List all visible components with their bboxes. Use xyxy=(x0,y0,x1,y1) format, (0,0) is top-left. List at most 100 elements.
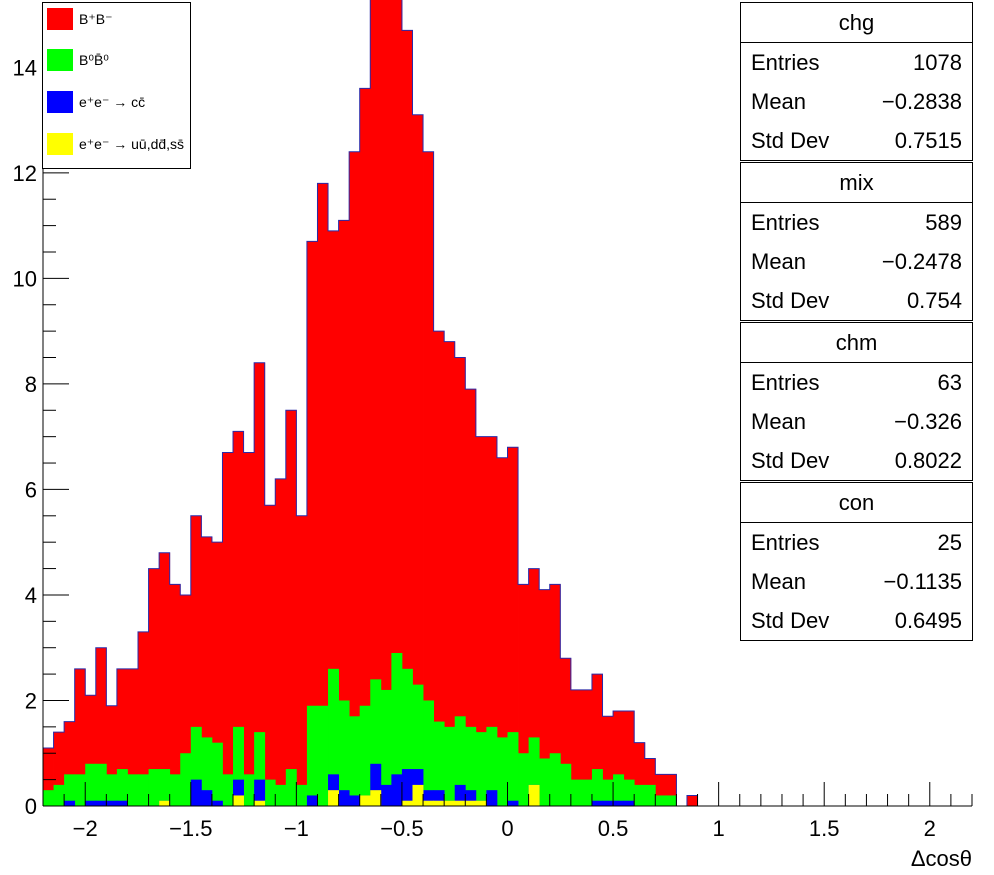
legend-swatch-blue xyxy=(47,91,73,113)
histogram-bar-chg xyxy=(475,436,487,806)
histogram-bar-mix xyxy=(148,769,160,806)
stats-label: Std Dev xyxy=(751,127,830,153)
histogram-bar-mix xyxy=(549,753,561,806)
histogram-bar-chg xyxy=(201,536,213,806)
x-tick-label: 1 xyxy=(713,816,725,841)
histogram-bar-chg xyxy=(275,478,287,806)
histogram-bar-chg xyxy=(106,705,118,806)
y-tick-label: 12 xyxy=(13,161,37,186)
histogram-bar-chg xyxy=(591,674,603,806)
histogram-bar-chg xyxy=(465,389,477,806)
histogram-bar-mix xyxy=(623,779,635,806)
histogram-bar-chm xyxy=(623,800,635,806)
histogram-bar-chg xyxy=(623,711,635,806)
histogram-bar-con xyxy=(233,795,244,806)
histogram-bar-chg xyxy=(602,716,614,806)
stats-entries-row: Entries 25 xyxy=(741,523,972,562)
histogram-bar-mix xyxy=(116,769,128,806)
histogram-bar-chg xyxy=(528,568,540,806)
stats-value: −0.1135 xyxy=(883,568,962,594)
histogram-bar-mix xyxy=(613,774,625,806)
histogram-bar-con xyxy=(254,800,266,806)
stats-value: −0.2838 xyxy=(881,88,962,114)
histogram-bar-chg xyxy=(518,584,530,806)
x-tick-label: 0.5 xyxy=(598,816,629,841)
legend-entry-bplus-bminus: B⁺B⁻ xyxy=(47,6,112,32)
histogram-bar-mix xyxy=(180,753,192,806)
legend: B⁺B⁻ B⁰B̄⁰ e⁺e⁻ → cc̄ e⁺e⁻ → uū,dd̄,ss̄ xyxy=(42,2,191,169)
legend-label: B⁰B̄⁰ xyxy=(79,51,109,68)
stats-mean-row: Mean −0.2478 xyxy=(741,242,972,281)
stats-value: 589 xyxy=(925,209,962,235)
stats-title: chm xyxy=(741,323,972,363)
histogram-bar-con xyxy=(401,800,413,806)
histogram-bar-chg xyxy=(391,0,403,806)
histogram-bar-chg xyxy=(95,647,107,806)
histogram-bar-chm xyxy=(233,779,244,806)
histogram-bar-mix xyxy=(518,753,530,806)
histogram-bar-mix xyxy=(655,795,667,806)
histogram-bar-mix xyxy=(507,732,519,806)
stats-title: chg xyxy=(741,3,972,43)
histogram-bar-chg xyxy=(370,0,382,806)
stats-value: 25 xyxy=(937,529,962,555)
histogram-bar-mix xyxy=(486,726,498,806)
stats-std-row: Std Dev 0.8022 xyxy=(741,441,972,480)
legend-label: e⁺e⁻ → uū,dd̄,ss̄ xyxy=(79,135,185,152)
stats-mean-row: Mean −0.2838 xyxy=(741,82,972,121)
histogram-bar-con xyxy=(444,800,456,806)
histogram-bar-chg xyxy=(359,88,371,807)
histogram-bar-chm xyxy=(507,800,519,806)
histogram-bar-con xyxy=(475,800,487,806)
x-tick-label: 0 xyxy=(501,816,513,841)
histogram-bar-chg xyxy=(116,668,128,806)
histogram-bar-chm xyxy=(338,790,350,806)
histogram-bar-chg xyxy=(454,357,466,806)
histogram-bar-chg xyxy=(127,668,139,806)
stats-label: Std Dev xyxy=(751,607,830,633)
histogram-bar-mix xyxy=(243,774,255,806)
histogram-bar-mix xyxy=(85,763,97,806)
histogram-bar-chm xyxy=(64,800,76,806)
histogram-bar-mix xyxy=(581,779,593,806)
histogram-bar-chm xyxy=(211,800,223,806)
histogram-bar-con xyxy=(465,800,477,806)
histogram-bar-chg xyxy=(686,795,698,806)
legend-entry-b0-b0bar: B⁰B̄⁰ xyxy=(47,47,109,73)
histogram-bar-chg xyxy=(613,711,625,806)
histogram-bar-mix xyxy=(349,716,361,806)
legend-label: e⁺e⁻ → cc̄ xyxy=(79,93,146,110)
histogram-bars xyxy=(42,0,972,807)
histogram-bar-mix xyxy=(317,705,329,806)
histogram-bar-mix xyxy=(359,705,371,806)
histogram-bar-chg xyxy=(285,410,297,806)
axes: 0 2 4 6 8 10 12 14 −2 −1.5 −1 −0.5 0 0.5 1 1.5 2 xyxy=(13,4,973,841)
stats-label: Entries xyxy=(751,209,820,235)
stats-value: 63 xyxy=(937,369,962,395)
histogram-bar-mix xyxy=(222,774,234,806)
histogram-bar-con xyxy=(528,784,540,806)
histogram-bar-chm xyxy=(95,800,107,806)
histogram-bar-chg xyxy=(148,568,160,806)
stats-box-chm: chm Entries 63 Mean −0.326 Std Dev 0.8022 xyxy=(740,322,973,481)
y-tick-label: 0 xyxy=(25,794,37,819)
legend-swatch-green xyxy=(47,49,73,71)
histogram-bar-mix xyxy=(370,679,382,806)
histogram-bar-mix xyxy=(665,795,677,806)
histogram-bar-con xyxy=(370,790,382,806)
histogram-bar-chg xyxy=(85,695,97,806)
y-tick-label: 2 xyxy=(25,688,37,713)
y-tick-label: 8 xyxy=(25,372,37,397)
histogram-bar-mix xyxy=(169,774,181,806)
histogram-bar-mix xyxy=(306,705,318,806)
stats-title: con xyxy=(741,483,972,523)
histogram-bar-chg xyxy=(190,515,202,806)
stats-box-con: con Entries 25 Mean −0.1135 Std Dev 0.6495 xyxy=(740,482,973,641)
histogram-bar-chm xyxy=(380,784,392,806)
histogram-bar-chm xyxy=(591,800,603,806)
histogram-bar-chg xyxy=(64,721,76,806)
histogram-bar-chg xyxy=(264,505,276,806)
histogram-bar-mix xyxy=(254,732,266,806)
y-tick-label: 10 xyxy=(13,266,37,291)
histogram-bar-chg xyxy=(539,589,551,806)
